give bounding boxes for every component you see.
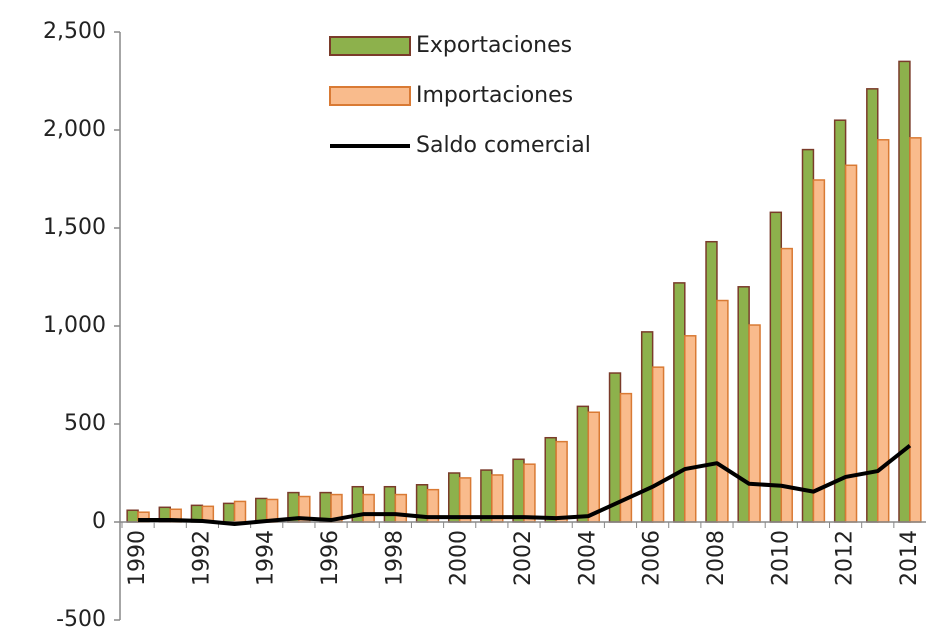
bar — [844, 164, 858, 523]
bar — [833, 119, 847, 523]
x-tick-label: 2006 — [640, 530, 665, 586]
bar — [769, 211, 783, 523]
bar — [684, 335, 697, 523]
y-tick-label: 2,000 — [43, 117, 106, 142]
x-tick-label: 2014 — [897, 530, 922, 586]
x-tick-label: 2012 — [833, 530, 858, 586]
x-tick-label: 2004 — [575, 530, 600, 586]
bar — [576, 405, 590, 523]
legend-swatch — [329, 86, 411, 106]
bar — [716, 299, 729, 523]
x-tick-label: 1994 — [254, 530, 279, 586]
x-tick-label: 2002 — [511, 530, 536, 586]
x-tick-label: 2010 — [768, 530, 793, 586]
bar — [909, 137, 922, 523]
bar — [491, 474, 504, 523]
x-tick-label: 1992 — [189, 530, 214, 586]
y-tick-label: 2,500 — [43, 19, 106, 44]
x-tick-label: 2008 — [704, 530, 729, 586]
bar — [587, 411, 601, 523]
bar — [673, 282, 686, 523]
line — [138, 443, 912, 526]
bar — [362, 493, 375, 523]
y-tick-label: 0 — [92, 509, 106, 534]
bar — [705, 240, 718, 523]
bar — [383, 485, 397, 523]
bar — [447, 472, 461, 523]
y-tick-label: 1,500 — [43, 215, 106, 240]
x-tick-label: 1996 — [318, 530, 343, 586]
bar — [255, 497, 268, 523]
legend-label: Saldo comercial — [416, 133, 591, 158]
x-tick-label: 2000 — [447, 530, 472, 586]
bar — [394, 493, 408, 523]
bar — [812, 179, 826, 523]
bar — [233, 500, 247, 523]
bar — [651, 366, 665, 523]
legend-swatch — [329, 36, 411, 56]
bar — [523, 463, 536, 523]
bar — [748, 324, 761, 523]
y-tick-label: 500 — [64, 411, 106, 436]
x-tick-label: 1990 — [125, 530, 150, 586]
legend-label: Importaciones — [416, 83, 573, 108]
bar — [222, 502, 236, 523]
y-tick-label: -500 — [56, 607, 106, 632]
bar — [126, 509, 139, 523]
bar — [480, 469, 493, 523]
legend-label: Exportaciones — [416, 33, 572, 58]
bar — [512, 458, 525, 523]
bar — [544, 436, 557, 523]
bar — [737, 286, 750, 523]
y-tick-label: 1,000 — [43, 313, 106, 338]
bar — [555, 440, 568, 523]
bar — [640, 331, 654, 523]
x-tick-label: 1998 — [382, 530, 407, 586]
bar — [801, 148, 815, 523]
bar — [608, 372, 622, 523]
bar — [780, 247, 793, 523]
bar — [866, 88, 879, 523]
